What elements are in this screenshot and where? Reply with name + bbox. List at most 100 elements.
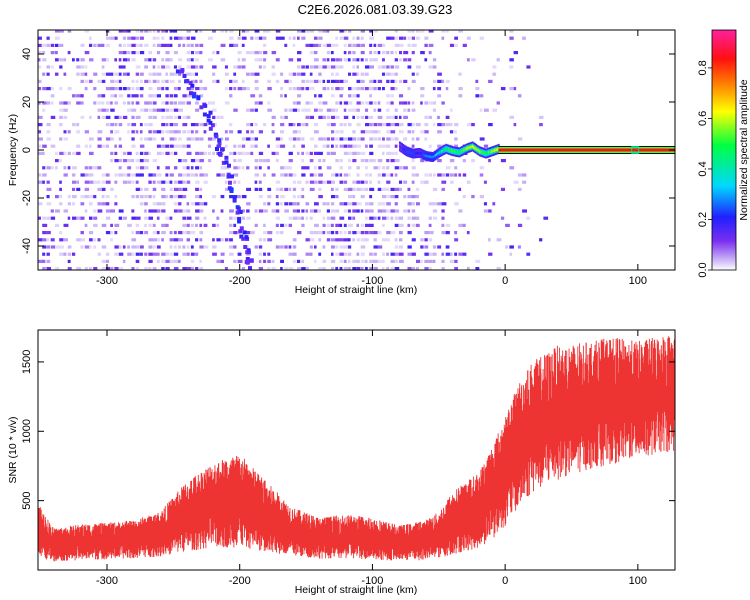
spectrogram-cell: [352, 130, 356, 134]
spectrogram-cell: [263, 36, 267, 40]
spectrogram-cell: [322, 216, 326, 220]
spectrogram-cell: [526, 65, 531, 69]
spectrogram-cell: [101, 195, 105, 199]
spectrogram-cell: [318, 252, 322, 256]
spectrogram-cell: [432, 101, 437, 105]
wavy-core-cell: [479, 150, 481, 153]
spectrogram-cell: [89, 180, 94, 184]
spectrogram-cell: [331, 202, 335, 206]
spectrogram-cell: [454, 231, 458, 235]
spectrogram-cell: [322, 259, 327, 263]
spectrogram-cell: [182, 267, 187, 270]
spectrogram-cell: [241, 151, 246, 155]
spectrogram-cell: [292, 180, 296, 184]
spectrogram-cell: [432, 202, 438, 206]
spectrogram-cell: [38, 43, 42, 47]
spectrogram-cell: [360, 209, 364, 213]
spectrogram-cell: [46, 216, 51, 220]
spectrogram-cell: [441, 202, 447, 206]
spectrogram-cell: [407, 87, 411, 91]
spectrogram-cell: [254, 144, 258, 148]
spectrogram-cell: [483, 108, 489, 112]
spectrogram-cell: [322, 180, 326, 184]
spectrogram-cell: [411, 51, 415, 55]
spectrogram-cell: [97, 108, 103, 112]
carrier-spot-core: [632, 148, 639, 152]
spectrogram-cell: [331, 187, 334, 191]
spectrogram-cell: [118, 252, 124, 256]
spectrogram-cell: [292, 252, 297, 256]
spectrogram-cell: [220, 58, 226, 62]
spectrogram-cell: [190, 252, 195, 256]
spectrogram-cell: [275, 195, 279, 199]
spectrogram-cell: [127, 51, 131, 55]
spectrogram-cell: [89, 166, 93, 170]
spectrogram-cell: [454, 202, 459, 206]
streak-cell: [182, 74, 187, 78]
snr-x-axis-label: Height of straight line (km): [295, 584, 418, 596]
spectrogram-cell: [407, 216, 411, 220]
spectrogram-cell: [105, 252, 110, 256]
wavy-core-cell: [407, 150, 409, 154]
spectrogram-cell: [326, 79, 331, 83]
spectrogram-cell: [314, 79, 319, 83]
spectrogram-cell: [390, 87, 395, 91]
spectrogram-cell: [411, 238, 416, 242]
spectrogram-cell: [89, 43, 93, 47]
spectrogram-cell: [131, 79, 135, 83]
spectrogram-cell: [292, 259, 297, 263]
streak-cell: [210, 123, 215, 128]
spectrogram-cell: [229, 238, 233, 242]
spectrogram-cell: [152, 108, 158, 112]
spectrogram-cell: [182, 187, 188, 191]
spectrogram-cell: [432, 252, 437, 256]
wavy-core-cell: [482, 151, 485, 154]
spectrogram-cell: [292, 187, 297, 191]
spectrogram-cell: [390, 231, 396, 235]
spectrogram-cell: [148, 245, 153, 249]
spectrogram-cell: [263, 231, 267, 235]
spectrogram-cell: [220, 43, 226, 47]
spectrogram-cell: [297, 216, 302, 220]
spectrogram-cell: [212, 209, 215, 213]
spectrogram-cell: [186, 252, 190, 256]
spectrogram-cell: [195, 267, 199, 270]
streak-cell: [248, 266, 252, 270]
spectrogram-cell: [122, 159, 128, 163]
spectrogram-cell: [212, 223, 216, 227]
spectrogram-cell: [432, 79, 437, 83]
spectrogram-cell: [254, 87, 259, 91]
spectrogram-cell: [135, 72, 140, 76]
spectrogram-cell: [416, 30, 420, 33]
spectrogram-cell: [165, 87, 169, 91]
spectrogram-cell: [449, 252, 453, 256]
spectrogram-cell: [42, 151, 45, 155]
spectrogram-cell: [445, 231, 450, 235]
spectrogram-cell: [280, 245, 284, 249]
spectrogram-cell: [182, 180, 186, 184]
spectrogram-cell: [46, 252, 50, 256]
spectrogram-cell: [394, 187, 400, 191]
spectrogram-cell: [258, 51, 262, 55]
spectrogram-cell: [424, 231, 429, 235]
wavy-core-cell: [451, 149, 454, 153]
spectrogram-cell: [169, 231, 173, 235]
spectrogram-cell: [284, 187, 289, 191]
spectrogram-cell: [288, 223, 292, 227]
spectrogram-cell: [186, 245, 190, 249]
spectrogram-cell: [233, 173, 239, 177]
spectrogram-cell: [343, 137, 349, 141]
spectrogram-cell: [220, 259, 224, 263]
spectrogram-cell: [462, 195, 466, 199]
spectrogram-cell: [288, 216, 293, 220]
spectrogram-cell: [458, 187, 462, 191]
spectrogram-cell: [280, 72, 284, 76]
spectrogram-cell: [407, 36, 411, 40]
spectrogram-cell: [343, 267, 348, 270]
spectrogram-cell: [156, 72, 162, 76]
spectrogram-cell: [343, 252, 348, 256]
spectrogram-cell: [386, 231, 391, 235]
spectrogram-cell: [356, 123, 361, 127]
spectrogram-cell: [331, 65, 336, 69]
spectrogram-cell: [59, 231, 62, 235]
